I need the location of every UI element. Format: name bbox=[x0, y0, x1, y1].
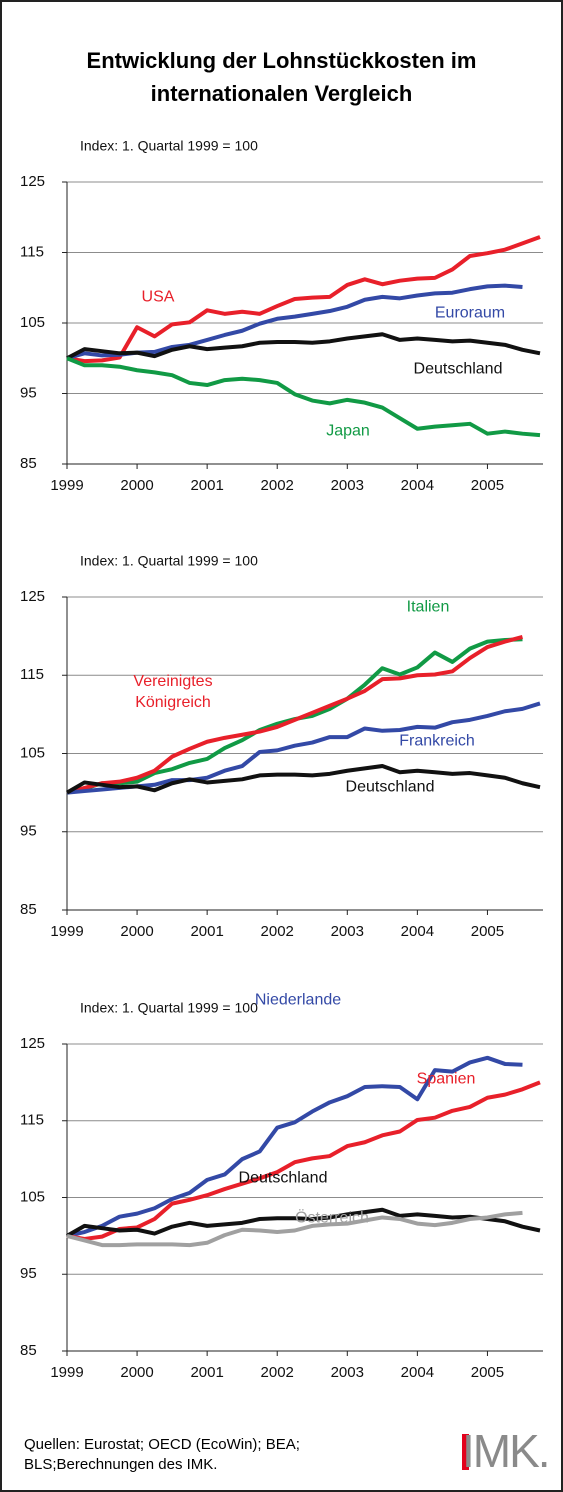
x-tick-label: 2001 bbox=[190, 477, 223, 494]
series-label: Österreich bbox=[295, 1209, 369, 1227]
series-line bbox=[66, 1207, 541, 1238]
series-label: Niederlande bbox=[254, 991, 342, 1009]
x-tick-label: 2000 bbox=[120, 1364, 153, 1381]
series-line bbox=[65, 764, 541, 795]
series-line bbox=[66, 332, 541, 361]
y-tick-label: 115 bbox=[20, 1112, 44, 1129]
x-tick-label: 2004 bbox=[401, 923, 434, 940]
x-tick-label: 2001 bbox=[190, 1364, 223, 1381]
title-text: Entwicklung der Lohnstückkosten im inter… bbox=[86, 48, 477, 106]
series-label: USA bbox=[141, 288, 175, 306]
x-tick-label: 2005 bbox=[471, 923, 504, 940]
y-tick-label: 95 bbox=[20, 384, 37, 401]
series-line bbox=[66, 701, 541, 795]
series-line bbox=[66, 1055, 523, 1238]
series-line bbox=[66, 634, 523, 795]
x-tick-label: 2004 bbox=[401, 1364, 434, 1381]
y-tick-label: 85 bbox=[20, 901, 37, 918]
y-tick-label: 105 bbox=[20, 314, 45, 331]
y-tick-label: 125 bbox=[20, 1035, 45, 1052]
series-label: Frankreich bbox=[399, 732, 475, 750]
x-tick-label: 1999 bbox=[50, 923, 83, 940]
y-tick-label: 95 bbox=[20, 1265, 37, 1282]
y-tick-label: 95 bbox=[20, 823, 37, 840]
x-tick-label: 2003 bbox=[331, 923, 364, 940]
series-label: Deutschland bbox=[238, 1169, 328, 1187]
subtitle: Index: 1. Quartal 1999 = 100 bbox=[80, 553, 258, 569]
x-tick-label: 2001 bbox=[190, 923, 223, 940]
y-tick-label: 105 bbox=[20, 1188, 45, 1205]
series-label: Spanien bbox=[416, 1070, 476, 1088]
source: Quellen: Eurostat; OECD (EcoWin); BEA; B… bbox=[24, 1436, 300, 1473]
series-line bbox=[66, 1080, 541, 1241]
series-line bbox=[66, 1210, 523, 1248]
series-label: Euroraum bbox=[434, 304, 506, 322]
title: Entwicklung der Lohnstückkosten im inter… bbox=[0, 44, 563, 110]
x-tick-label: 2003 bbox=[331, 1364, 364, 1381]
series-label: Italien bbox=[406, 598, 450, 616]
x-tick-label: 2002 bbox=[261, 1364, 294, 1381]
x-tick-label: 2005 bbox=[471, 1364, 504, 1381]
logo-bar bbox=[462, 1434, 469, 1470]
subtitle: Index: 1. Quartal 1999 = 100 bbox=[80, 1000, 258, 1016]
y-tick-label: 115 bbox=[20, 666, 44, 683]
y-tick-label: 105 bbox=[20, 744, 45, 761]
x-tick-label: 1999 bbox=[50, 477, 83, 494]
logo: IMK. bbox=[462, 1425, 551, 1477]
x-tick-label: 2000 bbox=[120, 477, 153, 494]
x-tick-label: 1999 bbox=[50, 1364, 83, 1381]
x-tick-label: 2005 bbox=[471, 477, 504, 494]
y-tick-label: 85 bbox=[20, 455, 37, 472]
x-tick-label: 2000 bbox=[120, 923, 153, 940]
series-label: Deutschland bbox=[345, 778, 435, 796]
x-tick-label: 2002 bbox=[261, 923, 294, 940]
x-tick-label: 2002 bbox=[261, 477, 294, 494]
subtitle: Index: 1. Quartal 1999 = 100 bbox=[80, 138, 258, 154]
series-label: Vereinigtes Königreich bbox=[133, 673, 213, 711]
y-tick-label: 125 bbox=[20, 173, 45, 190]
y-tick-label: 85 bbox=[20, 1342, 37, 1359]
y-tick-label: 115 bbox=[20, 243, 44, 260]
series-line bbox=[66, 235, 541, 364]
y-tick-label: 125 bbox=[20, 588, 45, 605]
series-line bbox=[66, 356, 541, 438]
series-label: Japan bbox=[326, 422, 370, 440]
x-tick-label: 2004 bbox=[401, 477, 434, 494]
series-label: Deutschland bbox=[413, 360, 503, 378]
x-tick-label: 2003 bbox=[331, 477, 364, 494]
